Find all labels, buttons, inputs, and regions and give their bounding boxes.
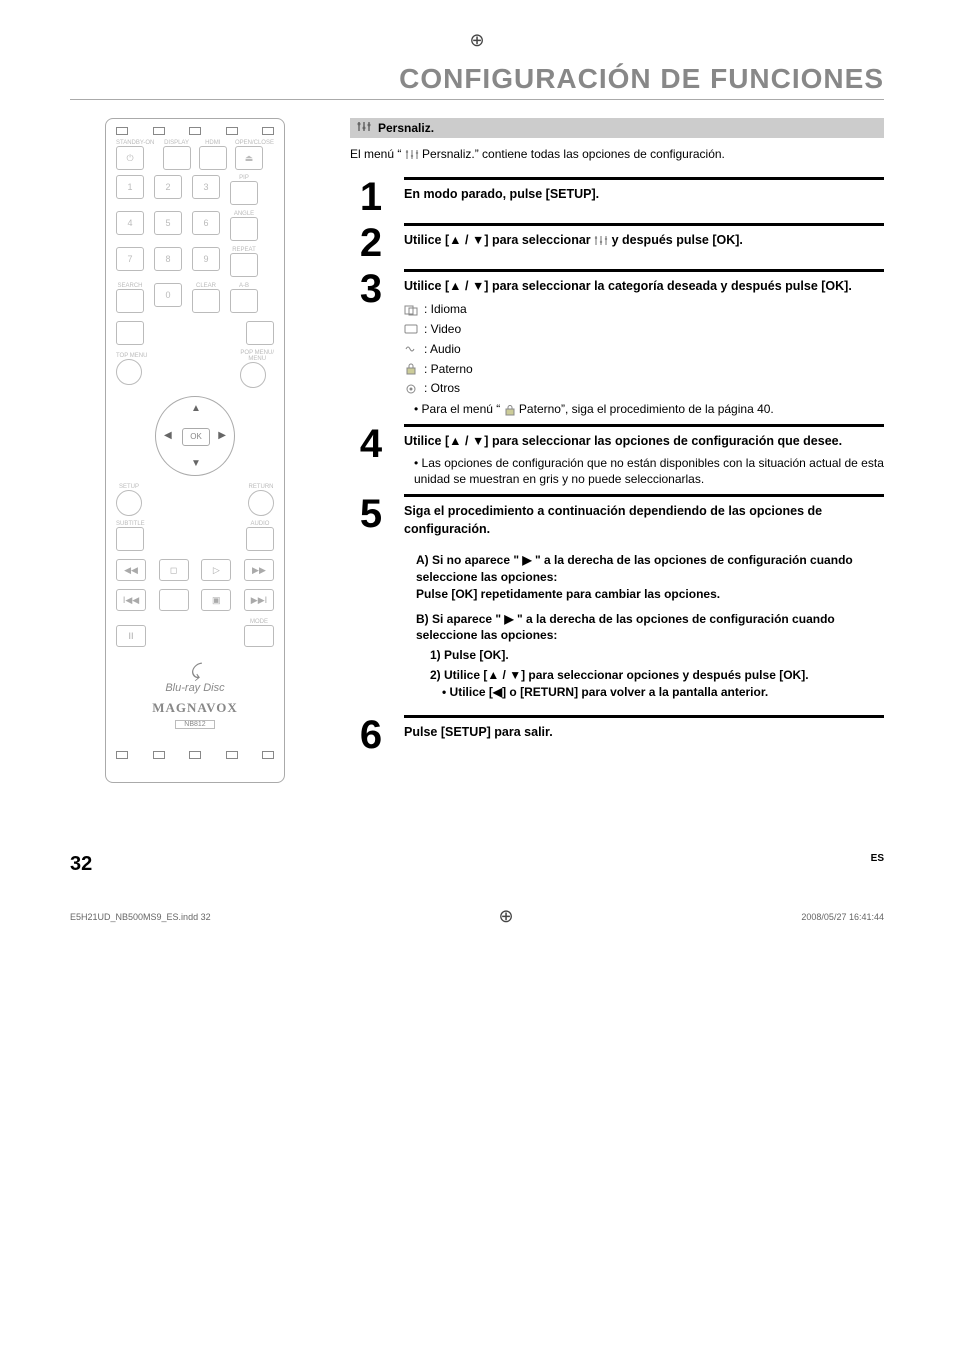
remote-column: STANDBY-ON⏻ DISPLAY HDMI OPEN/CLOSE⏏ 123… xyxy=(70,118,320,783)
sliders-icon xyxy=(356,120,372,137)
file-name: E5H21UD_NB500MS9_ES.indd 32 xyxy=(70,912,211,922)
section-label: Persnaliz. xyxy=(378,121,434,135)
video-icon xyxy=(404,323,418,335)
section-header: Persnaliz. xyxy=(350,118,884,138)
category-item: : Idioma xyxy=(404,301,884,318)
print-footer: E5H21UD_NB500MS9_ES.indd 32 ⊕ 2008/05/27… xyxy=(70,906,884,927)
timestamp: 2008/05/27 16:41:44 xyxy=(801,912,884,922)
step-number: 2 xyxy=(350,223,392,263)
others-icon xyxy=(404,383,418,395)
category-item: : Video xyxy=(404,321,884,338)
remote-control: STANDBY-ON⏻ DISPLAY HDMI OPEN/CLOSE⏏ 123… xyxy=(105,118,285,783)
step-5: 5 Siga el procedimiento a continuación d… xyxy=(350,494,884,708)
step-number: 5 xyxy=(350,494,392,534)
intro-text: El menú “ Persnaliz.” contiene todas las… xyxy=(350,146,884,163)
step-number: 4 xyxy=(350,424,392,464)
step-head: En modo parado, pulse [SETUP]. xyxy=(404,186,884,204)
category-item: : Paterno xyxy=(404,361,884,378)
lang-icon xyxy=(404,304,418,316)
sliders-icon-inline xyxy=(405,149,419,161)
page-number: 32 xyxy=(70,853,92,876)
step-number: 3 xyxy=(350,269,392,309)
option-a: A) Si no aparece " ▶ " a la derecha de l… xyxy=(416,552,884,602)
instructions-column: Persnaliz. El menú “ Persnaliz.” contien… xyxy=(350,118,884,783)
category-item: : Audio xyxy=(404,341,884,358)
registration-mark-bottom: ⊕ xyxy=(498,906,513,927)
step-2: 2 Utilice [▲ / ▼] para seleccionar y des… xyxy=(350,223,884,263)
option-b: B) Si aparece " ▶ " a la derecha de las … xyxy=(416,611,884,701)
step-head: Utilice [▲ / ▼] para seleccionar y despu… xyxy=(404,232,884,250)
step-6: 6 Pulse [SETUP] para salir. xyxy=(350,715,884,755)
parental-icon xyxy=(404,363,418,375)
step-head: Pulse [SETUP] para salir. xyxy=(404,724,884,742)
brand-logo: MAGNAVOX xyxy=(116,700,274,716)
step-head: Utilice [▲ / ▼] para seleccionar las opc… xyxy=(404,433,884,451)
step-4: 4 Utilice [▲ / ▼] para seleccionar las o… xyxy=(350,424,884,488)
sliders-icon-inline xyxy=(594,235,608,247)
step-3: 3 Utilice [▲ / ▼] para seleccionar la ca… xyxy=(350,269,884,418)
step-number: 1 xyxy=(350,177,392,217)
step-number: 6 xyxy=(350,715,392,755)
page-footer: 32 ES xyxy=(70,853,884,876)
language-code: ES xyxy=(871,853,884,876)
registration-mark-top: ⊕ xyxy=(70,30,884,51)
audio-icon xyxy=(404,343,418,355)
parental-icon-inline xyxy=(504,405,516,416)
step-1: 1 En modo parado, pulse [SETUP]. xyxy=(350,177,884,217)
step-head: Siga el procedimiento a continuación dep… xyxy=(404,503,884,538)
category-list: : Idioma : Video : Audio : Paterno : Otr… xyxy=(404,301,884,397)
step-note: Para el menú “ Paterno”, siga el procedi… xyxy=(414,401,884,418)
step-note: Las opciones de configuración que no est… xyxy=(414,455,884,489)
step-head: Utilice [▲ / ▼] para seleccionar la cate… xyxy=(404,278,884,296)
page-title: CONFIGURACIÓN DE FUNCIONES xyxy=(70,63,884,100)
category-item: : Otros xyxy=(404,380,884,397)
